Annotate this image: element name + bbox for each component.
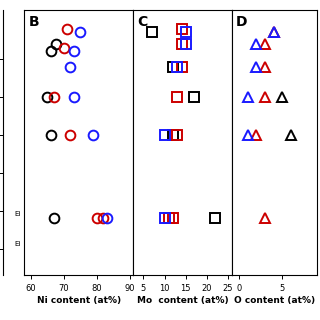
Text: B: B <box>29 15 39 29</box>
X-axis label: Ni content (at%): Ni content (at%) <box>36 296 121 305</box>
X-axis label: O content (at%): O content (at%) <box>234 296 315 305</box>
X-axis label: Mo  content (at%): Mo content (at%) <box>137 296 228 305</box>
Text: Ei: Ei <box>15 211 21 217</box>
Text: D: D <box>236 15 247 29</box>
Text: Ei: Ei <box>15 241 21 247</box>
Text: C: C <box>137 15 147 29</box>
